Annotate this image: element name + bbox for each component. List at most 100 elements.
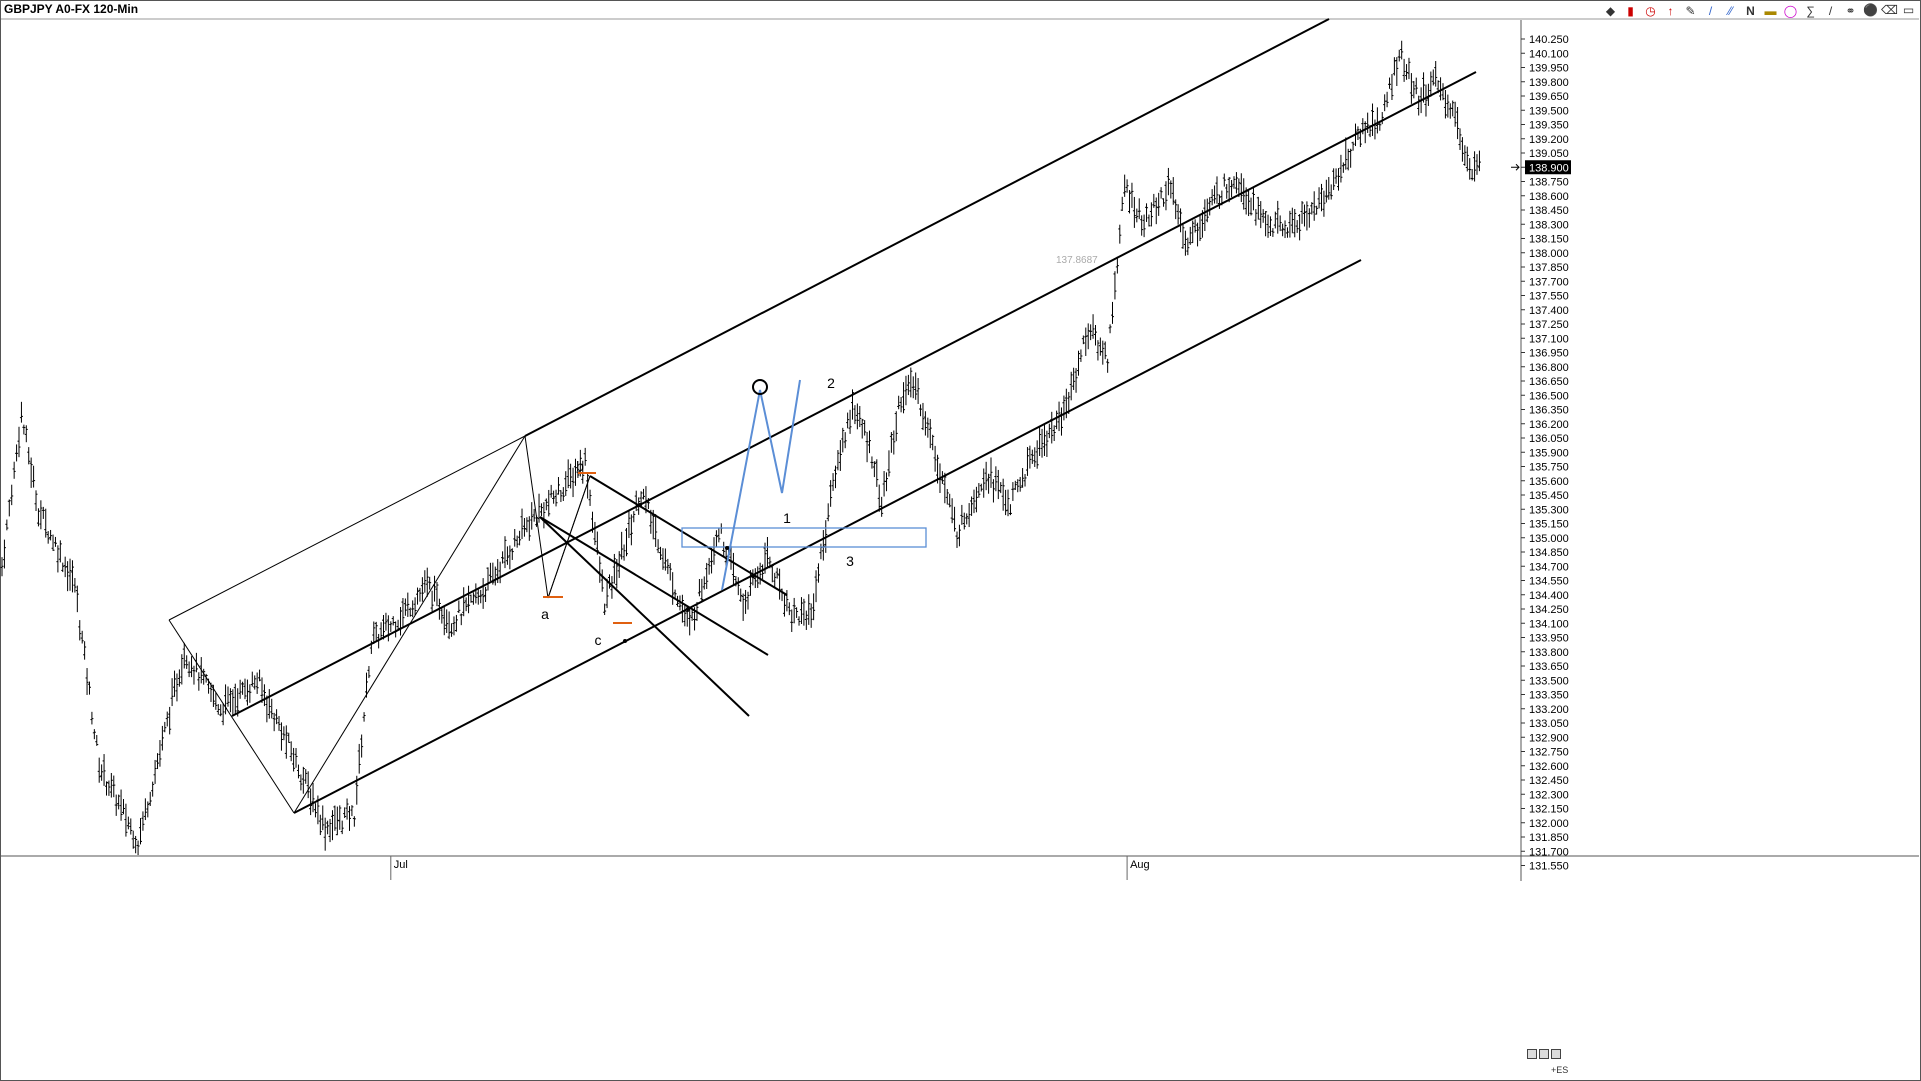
y-tick-label: 134.700 <box>1529 561 1569 573</box>
y-tick-label: 137.700 <box>1529 276 1569 288</box>
drawing-tools: a b c 1 2 3 137.8687 <box>168 18 1477 814</box>
scale-box-1[interactable] <box>1527 1049 1537 1059</box>
channel-median-line <box>231 71 1477 717</box>
wave-label-c: c <box>595 632 602 648</box>
candle-icon[interactable]: ▮ <box>1627 3 1634 18</box>
trendline-icon[interactable]: / <box>1708 3 1713 18</box>
scale-controls <box>1527 1049 1561 1059</box>
price-annotation: 137.8687 <box>1056 255 1098 266</box>
wave-label-2: 2 <box>827 375 835 391</box>
wave-polyline <box>721 379 801 591</box>
y-tick-label: 136.950 <box>1529 348 1569 360</box>
y-tick-label: 133.050 <box>1529 718 1569 730</box>
target-zone-box <box>681 527 927 548</box>
y-tick-label: 132.750 <box>1529 747 1569 759</box>
y-tick-label: 135.600 <box>1529 476 1569 488</box>
y-tick-label: 135.450 <box>1529 490 1569 502</box>
abc-leg-3 <box>547 475 591 599</box>
y-tick-label: 131.550 <box>1529 861 1569 873</box>
y-tick-label: 131.850 <box>1529 832 1569 844</box>
layers-icon[interactable]: ◆ <box>1605 3 1616 18</box>
y-tick-label: 136.800 <box>1529 362 1569 374</box>
time-axis: Jul Aug <box>390 856 1150 880</box>
es-label: +ES <box>1551 1065 1569 1075</box>
clock-icon[interactable]: ◷ <box>1645 3 1656 18</box>
circle-icon[interactable]: ◯ <box>1783 3 1798 18</box>
y-tick-label: 136.050 <box>1529 433 1569 445</box>
y-tick-label: 137.250 <box>1529 319 1569 331</box>
y-tick-label: 138.300 <box>1529 219 1569 231</box>
arrow-up-icon[interactable]: ↑ <box>1667 3 1674 18</box>
intersection-dot <box>725 546 729 550</box>
wave-label-3: 3 <box>846 553 854 569</box>
y-tick-label: 137.100 <box>1529 333 1569 345</box>
y-tick-label: 139.950 <box>1529 63 1569 75</box>
current-price-label: 138.900 <box>1529 162 1569 174</box>
pitchfork-handle-upper <box>168 435 526 621</box>
y-tick-label: 137.400 <box>1529 305 1569 317</box>
y-tick-label: 133.200 <box>1529 704 1569 716</box>
pitchfork-icon[interactable]: ∑ <box>1806 3 1815 18</box>
y-tick-label: 140.100 <box>1529 48 1569 60</box>
pencil-icon[interactable]: ✎ <box>1685 3 1696 18</box>
y-tick-label: 136.350 <box>1529 405 1569 417</box>
lock-icon[interactable]: ⚭ <box>1845 3 1856 18</box>
y-tick-label: 138.750 <box>1529 177 1569 189</box>
wave-label-a: a <box>541 606 549 622</box>
y-tick-label: 136.200 <box>1529 419 1569 431</box>
x-tick-label: Aug <box>1130 859 1150 871</box>
pitchfork-handle-lower <box>168 619 295 814</box>
wave-circle-marker <box>752 379 768 395</box>
y-tick-label: 135.900 <box>1529 447 1569 459</box>
y-tick-label: 132.900 <box>1529 732 1569 744</box>
y-tick-label: 134.850 <box>1529 547 1569 559</box>
channel-lower-line <box>293 259 1362 814</box>
y-tick-label: 132.450 <box>1529 775 1569 787</box>
current-price-arrow <box>1511 163 1520 171</box>
y-tick-label: 139.200 <box>1529 134 1569 146</box>
y-tick-label: 133.650 <box>1529 661 1569 673</box>
wave-label-b: b <box>576 458 584 474</box>
fib-icon[interactable]: ▬ <box>1764 3 1777 18</box>
unlock-icon[interactable]: ⚫ <box>1863 3 1878 17</box>
intersection-dot <box>638 503 642 507</box>
trash-icon[interactable]: ⌫ <box>1881 3 1898 17</box>
window-controls: ⚫ ⌫ ▭ <box>1862 2 1917 18</box>
y-tick-label: 139.350 <box>1529 120 1569 132</box>
scale-box-3[interactable] <box>1551 1049 1561 1059</box>
y-tick-label: 138.000 <box>1529 248 1569 260</box>
y-tick-label: 139.800 <box>1529 77 1569 89</box>
intersection-dot <box>623 639 627 643</box>
chart-title: GBPJPY A0-FX 120-Min <box>4 2 139 16</box>
y-tick-label: 134.250 <box>1529 604 1569 616</box>
y-tick-label: 132.150 <box>1529 804 1569 816</box>
y-tick-label: 132.300 <box>1529 789 1569 801</box>
y-tick-label: 136.650 <box>1529 376 1569 388</box>
y-tick-label: 133.350 <box>1529 690 1569 702</box>
y-tick-label: 134.400 <box>1529 590 1569 602</box>
y-tick-label: 133.950 <box>1529 633 1569 645</box>
parallel-lines-icon[interactable]: ⁄⁄ <box>1728 3 1733 18</box>
y-tick-label: 131.700 <box>1529 846 1569 858</box>
line-icon[interactable]: / <box>1828 3 1833 18</box>
y-tick-label: 140.250 <box>1529 34 1569 46</box>
y-tick-label: 133.800 <box>1529 647 1569 659</box>
intersection-dot <box>686 607 690 611</box>
y-tick-label: 139.500 <box>1529 105 1569 117</box>
text-icon[interactable]: N <box>1746 3 1755 18</box>
y-tick-label: 136.500 <box>1529 390 1569 402</box>
y-tick-label: 138.450 <box>1529 205 1569 217</box>
y-tick-label: 133.500 <box>1529 675 1569 687</box>
restore-icon[interactable]: ▭ <box>1902 3 1915 17</box>
y-tick-label: 132.000 <box>1529 818 1569 830</box>
scale-box-2[interactable] <box>1539 1049 1549 1059</box>
y-tick-label: 138.150 <box>1529 234 1569 246</box>
y-tick-label: 134.550 <box>1529 576 1569 588</box>
abc-leg-1 <box>524 435 549 599</box>
sliding-line-2 <box>539 516 769 656</box>
price-axis: 140.250 140.100 139.950 139.800 139.650 139.5… <box>1511 34 1571 873</box>
y-tick-label: 138.600 <box>1529 191 1569 203</box>
current-price-box <box>1525 160 1571 175</box>
y-tick-label: 135.300 <box>1529 504 1569 516</box>
